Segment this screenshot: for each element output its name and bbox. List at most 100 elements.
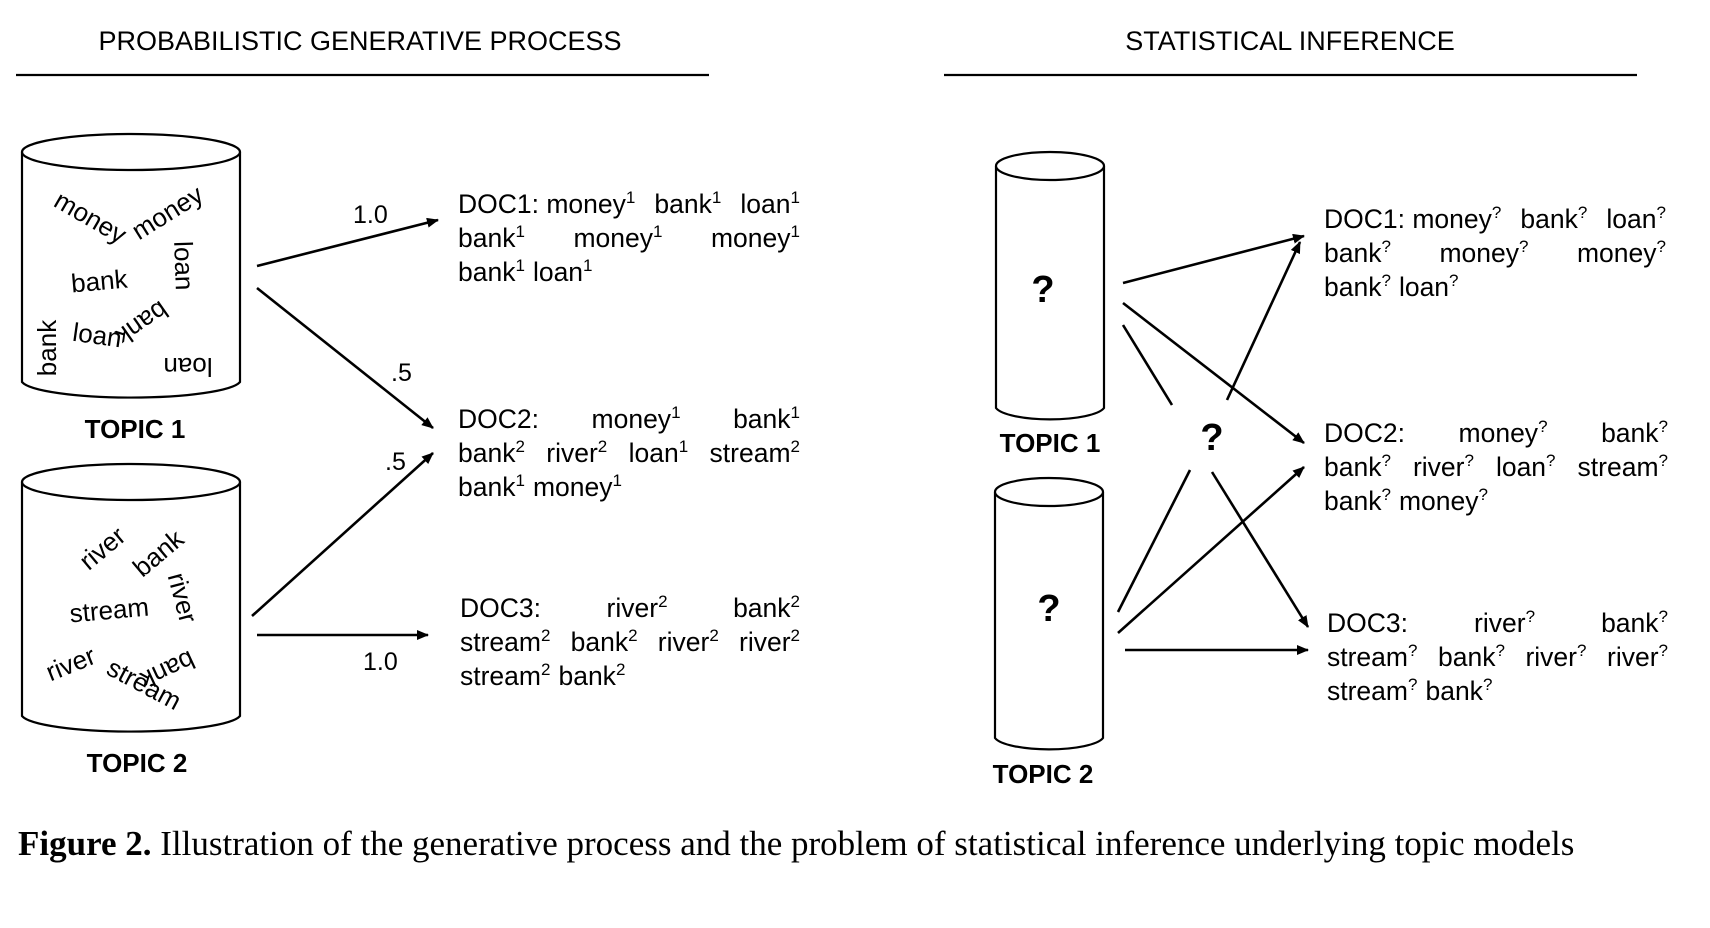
- doc-topic-superscript: 2: [709, 626, 718, 645]
- doc-token: money1: [533, 471, 622, 502]
- doc-token: river?: [1474, 607, 1535, 638]
- doc-word: stream: [1327, 676, 1408, 706]
- doc-word: money: [711, 223, 791, 253]
- doc-topic-superscript: ?: [1546, 451, 1555, 470]
- doc-token: river?: [1607, 641, 1668, 672]
- doc-token: stream?: [1327, 675, 1417, 706]
- doc-token: money1: [592, 403, 681, 434]
- caption-text: Illustration of the generative process a…: [151, 824, 1575, 863]
- doc-topic-superscript: 1: [653, 222, 662, 241]
- doc-word: river: [1607, 642, 1659, 672]
- doc-word: bank: [458, 257, 516, 287]
- doc-word: money: [1577, 238, 1657, 268]
- doc-word: river: [546, 438, 598, 468]
- topic1-label: TOPIC 1: [85, 414, 186, 444]
- topic1-word: loan: [168, 241, 200, 291]
- doc-token: DOC3:: [1327, 608, 1408, 638]
- doc-token: bank1: [458, 256, 525, 287]
- line-inf-topic2-mixture: [1116, 469, 1192, 613]
- arrow-inf-topic1-doc2: [1122, 301, 1305, 445]
- doc-token: bank2: [733, 592, 800, 623]
- doc-word: money: [1399, 486, 1479, 516]
- doc-word: bank: [1324, 452, 1382, 482]
- doc-topic-superscript: ?: [1657, 203, 1666, 222]
- topic1-word: bank: [70, 264, 130, 299]
- doc-token: river2: [546, 437, 607, 468]
- doc-token: loan?: [1496, 451, 1556, 482]
- doc-topic-superscript: ?: [1538, 417, 1547, 436]
- doc-word: DOC1: money: [1324, 204, 1493, 234]
- doc-token: bank2: [558, 660, 625, 691]
- doc-topic-superscript: ?: [1577, 641, 1586, 660]
- doc-word: money: [1439, 238, 1519, 268]
- topic1-word: loan: [71, 317, 124, 354]
- arrow-mixture-doc1: [1225, 241, 1302, 401]
- doc-topic-superscript: ?: [1408, 641, 1417, 660]
- doc-token: DOC1: money1: [458, 188, 635, 219]
- doc-word: bank: [733, 404, 791, 434]
- topic1-word: bank: [32, 319, 62, 376]
- unknown-topic1-cylinder: [994, 150, 1106, 421]
- doc-word: river: [1525, 642, 1577, 672]
- line-inf-topic1-mixture: [1121, 324, 1174, 406]
- doc-topic-superscript: ?: [1464, 451, 1473, 470]
- doc-token: money?: [1459, 417, 1548, 448]
- doc-topic-superscript: 1: [791, 222, 800, 241]
- doc-word: bank: [571, 627, 629, 657]
- doc-token: bank1: [458, 222, 525, 253]
- doc-topic-superscript: 1: [515, 471, 524, 490]
- doc-word: bank: [1324, 272, 1382, 302]
- doc-word: bank: [1438, 642, 1496, 672]
- doc-topic-superscript: 2: [541, 660, 550, 679]
- doc-token: loan1: [533, 256, 593, 287]
- doc-word: bank: [458, 472, 516, 502]
- doc-token: DOC1: money?: [1324, 203, 1501, 234]
- doc-word: DOC2:: [458, 404, 539, 434]
- doc-word: bank: [1324, 486, 1382, 516]
- doc-token: bank?: [1324, 237, 1391, 268]
- doc-word: river: [1413, 452, 1465, 482]
- topic1-cylinder: [20, 132, 242, 399]
- doc-word: money: [592, 404, 672, 434]
- doc-word: DOC1: money: [458, 189, 627, 219]
- doc-word: bank: [1324, 238, 1382, 268]
- doc-token: bank?: [1324, 451, 1391, 482]
- doc-topic-superscript: ?: [1492, 203, 1501, 222]
- inference-doc2: DOC2: money? bank?bank? river? loan? stream?b…: [1324, 417, 1668, 516]
- doc-token: river?: [1525, 641, 1586, 672]
- inference-doc3: DOC3: river? bank?stream? bank? river? river?…: [1327, 607, 1668, 706]
- doc-token: bank?: [1425, 675, 1492, 706]
- doc-token: bank?: [1324, 271, 1391, 302]
- unknown-topic2-cylinder: [993, 476, 1105, 751]
- doc-word: river: [607, 593, 659, 623]
- doc-word: river: [658, 627, 710, 657]
- doc-token: bank?: [1520, 203, 1587, 234]
- doc-token: loan?: [1606, 203, 1666, 234]
- doc-token: money?: [1439, 237, 1528, 268]
- doc-topic-superscript: 1: [791, 403, 800, 422]
- doc-topic-superscript: 2: [541, 626, 550, 645]
- weight-topic2-doc2: .5: [385, 448, 406, 476]
- doc-topic-superscript: ?: [1659, 641, 1668, 660]
- doc-word: loan: [740, 189, 790, 219]
- doc-word: bank: [1425, 676, 1483, 706]
- doc-word: bank: [654, 189, 712, 219]
- doc-topic-superscript: 1: [626, 188, 635, 207]
- doc-token: bank?: [1438, 641, 1505, 672]
- doc-word: bank: [558, 661, 616, 691]
- doc-token: stream2: [460, 626, 550, 657]
- doc-word: bank: [1520, 204, 1578, 234]
- doc-topic-superscript: 2: [616, 660, 625, 679]
- doc-word: DOC2:: [1324, 418, 1405, 448]
- doc-token: money?: [1399, 485, 1488, 516]
- doc-topic-superscript: 1: [583, 256, 592, 275]
- doc-token: DOC2:: [458, 404, 539, 434]
- arrow-mixture-doc3: [1210, 471, 1310, 628]
- doc-word: river: [739, 627, 791, 657]
- doc-word: bank: [1601, 418, 1659, 448]
- doc-token: DOC2:: [1324, 418, 1405, 448]
- doc-topic-superscript: 1: [612, 471, 621, 490]
- unknown-topic1-mark: ?: [1031, 269, 1054, 311]
